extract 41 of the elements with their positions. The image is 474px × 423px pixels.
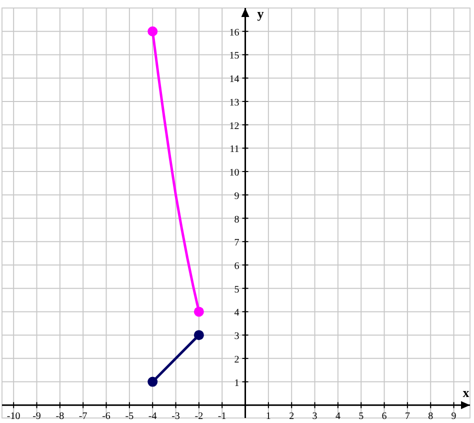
x-tick-label: -8 [56, 411, 64, 422]
y-tick-label: 11 [230, 144, 240, 156]
y-tick-label: 12 [229, 120, 240, 132]
x-tick-label: 8 [428, 411, 434, 422]
x-tick-label: -5 [125, 411, 134, 422]
y-tick-label: 1 [234, 378, 240, 389]
x-tick-label: 9 [451, 411, 456, 422]
y-tick-label: 15 [229, 50, 240, 62]
y-tick-label: 9 [234, 190, 240, 202]
y-tick-label: 7 [234, 238, 240, 249]
x-tick-label: 7 [404, 411, 410, 422]
x-tick-label: 6 [382, 411, 387, 422]
x-tick-label: 1 [266, 411, 271, 422]
point [148, 376, 158, 387]
x-tick-label: -2 [194, 411, 204, 422]
y-tick-label: 5 [234, 284, 240, 296]
x-tick-label: -4 [148, 411, 157, 422]
x-tick-label: 3 [312, 411, 318, 422]
x-tick-label: -1 [218, 411, 226, 422]
x-tick-label: 5 [358, 411, 364, 422]
y-tick-label: 14 [229, 74, 240, 86]
x-tick-label: -7 [78, 411, 88, 422]
y-tick-label: 4 [234, 308, 240, 319]
y-tick-label: 16 [229, 27, 240, 38]
x-tick-label: 2 [289, 411, 294, 422]
y-tick-label: 8 [234, 214, 240, 226]
y-tick-label: 3 [234, 331, 240, 342]
y-tick-label: 13 [229, 97, 240, 108]
x-tick-label: -10 [6, 411, 20, 422]
x-axis-title: x [462, 385, 470, 400]
y-axis-title: y [257, 6, 264, 21]
point [194, 306, 204, 317]
x-tick-label: -9 [32, 411, 41, 422]
x-tick-label: -6 [102, 411, 110, 422]
x-tick-label: -3 [172, 411, 180, 422]
point [148, 26, 158, 36]
y-tick-label: 6 [234, 260, 240, 272]
y-tick-label: 2 [234, 354, 240, 366]
y-tick-label: 10 [229, 168, 240, 179]
x-tick-label: 4 [335, 411, 340, 422]
point [194, 330, 204, 340]
